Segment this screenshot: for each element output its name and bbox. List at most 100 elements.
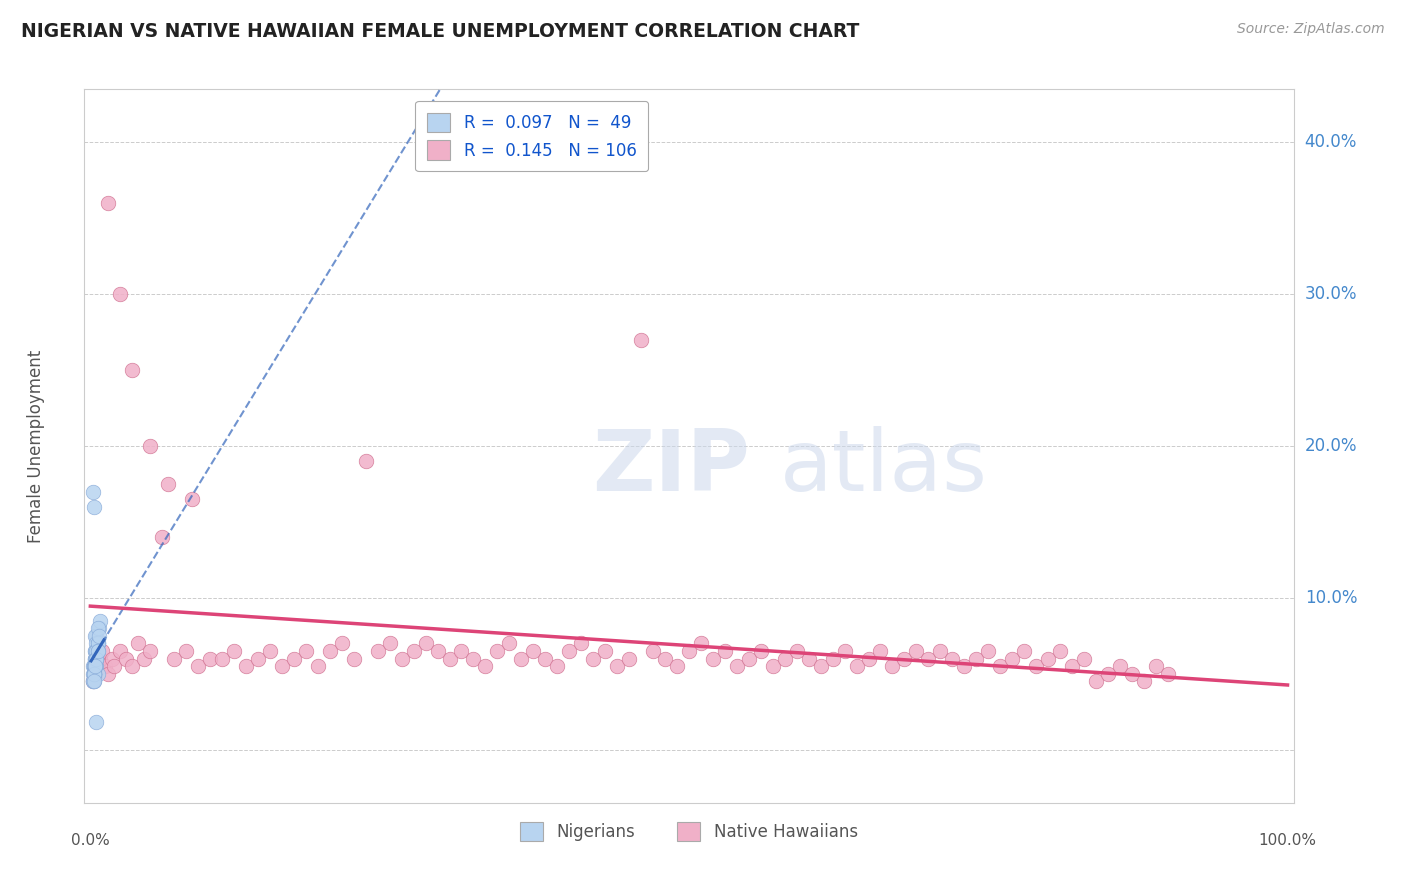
Point — [1025, 659, 1047, 673]
Point — [786, 644, 808, 658]
Point — [103, 659, 125, 673]
Point — [82, 674, 104, 689]
Point — [582, 651, 605, 665]
Point — [86, 636, 108, 650]
Point — [89, 651, 111, 665]
Point — [558, 644, 581, 658]
Point — [181, 492, 204, 507]
Point — [83, 500, 105, 514]
Point — [486, 644, 509, 658]
Point — [139, 439, 162, 453]
Point — [83, 659, 105, 673]
Point — [84, 651, 107, 665]
Point — [259, 644, 281, 658]
Point — [115, 651, 138, 665]
Text: 0.0%: 0.0% — [70, 833, 110, 848]
Point — [1012, 644, 1035, 658]
Point — [617, 651, 640, 665]
Point — [810, 659, 832, 673]
Point — [83, 666, 105, 681]
Point — [845, 659, 868, 673]
Point — [83, 659, 105, 673]
Point — [654, 651, 676, 665]
Point — [893, 651, 915, 665]
Point — [211, 651, 233, 665]
Point — [86, 651, 108, 665]
Text: 40.0%: 40.0% — [1305, 133, 1357, 152]
Point — [86, 636, 108, 650]
Point — [858, 651, 880, 665]
Point — [941, 651, 963, 665]
Point — [121, 659, 143, 673]
Point — [91, 644, 114, 658]
Point — [84, 659, 107, 673]
Point — [84, 659, 107, 673]
Point — [426, 644, 449, 658]
Point — [965, 651, 987, 665]
Point — [1109, 659, 1132, 673]
Point — [84, 651, 107, 665]
Point — [97, 666, 120, 681]
Point — [83, 666, 105, 681]
Point — [929, 644, 952, 658]
Point — [84, 659, 107, 673]
Point — [343, 651, 366, 665]
Point — [150, 530, 173, 544]
Point — [86, 651, 108, 665]
Point — [714, 644, 737, 658]
Point — [83, 666, 105, 681]
Point — [522, 644, 544, 658]
Point — [869, 644, 891, 658]
Text: NIGERIAN VS NATIVE HAWAIIAN FEMALE UNEMPLOYMENT CORRELATION CHART: NIGERIAN VS NATIVE HAWAIIAN FEMALE UNEMP… — [21, 22, 859, 41]
Text: 20.0%: 20.0% — [1305, 437, 1357, 455]
Point — [83, 666, 105, 681]
Point — [87, 629, 110, 643]
Point — [86, 651, 108, 665]
Point — [821, 651, 844, 665]
Point — [665, 659, 688, 673]
Point — [953, 659, 976, 673]
Point — [630, 333, 652, 347]
Point — [84, 644, 107, 658]
Point — [977, 644, 1000, 658]
Point — [82, 659, 104, 673]
Point — [83, 659, 105, 673]
Point — [86, 636, 108, 650]
Point — [402, 644, 425, 658]
Point — [163, 651, 186, 665]
Text: Female Unemployment: Female Unemployment — [27, 350, 45, 542]
Point — [882, 659, 904, 673]
Point — [702, 651, 724, 665]
Point — [738, 651, 761, 665]
Point — [93, 659, 115, 673]
Point — [84, 659, 107, 673]
Point — [87, 621, 110, 635]
Point — [690, 636, 713, 650]
Point — [534, 651, 557, 665]
Point — [83, 666, 105, 681]
Point — [641, 644, 664, 658]
Point — [319, 644, 342, 658]
Text: 30.0%: 30.0% — [1305, 285, 1357, 303]
Point — [678, 644, 700, 658]
Text: atlas: atlas — [780, 425, 987, 509]
Point — [246, 651, 269, 665]
Point — [606, 659, 628, 673]
Point — [83, 674, 105, 689]
Point — [270, 659, 292, 673]
Point — [1085, 674, 1108, 689]
Text: Source: ZipAtlas.com: Source: ZipAtlas.com — [1237, 22, 1385, 37]
Point — [83, 674, 105, 689]
Point — [222, 644, 245, 658]
Point — [439, 651, 461, 665]
Point — [762, 659, 785, 673]
Point — [121, 363, 143, 377]
Point — [89, 614, 111, 628]
Point — [378, 636, 401, 650]
Point — [174, 644, 197, 658]
Point — [86, 629, 108, 643]
Point — [1049, 644, 1071, 658]
Point — [86, 621, 108, 635]
Point — [235, 659, 257, 673]
Point — [415, 636, 437, 650]
